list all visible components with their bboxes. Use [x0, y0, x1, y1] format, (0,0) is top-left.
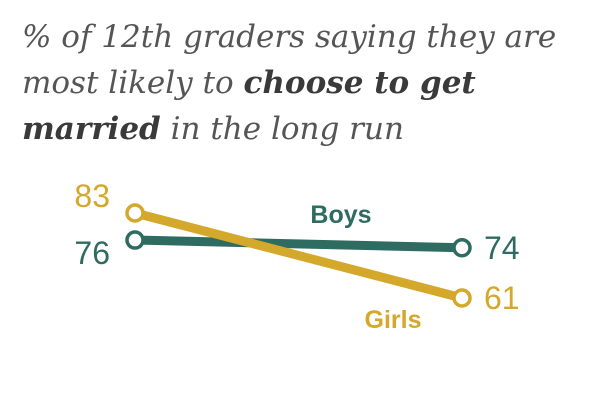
chart-title: % of 12th graders saying they are most l… [22, 14, 582, 152]
boys-value-label-start: 76 [74, 235, 110, 271]
girls-series-label: Girls [365, 306, 422, 334]
girls-value-label-start: 83 [74, 178, 110, 214]
title-text-part1: % of 12th graders saying they are most l… [22, 19, 557, 101]
title-text-part2: in the long run [160, 111, 404, 147]
girls-series-line [130, 208, 467, 303]
boys-point-end [452, 238, 472, 258]
girls-value-label-end: 61 [484, 280, 520, 316]
girls-point-end [452, 288, 472, 308]
boys-series-line [130, 235, 467, 253]
boys-point-start [125, 230, 145, 250]
boys-value-label-end: 74 [484, 230, 520, 266]
boys-series-label: Boys [310, 201, 371, 229]
girls-point-start [125, 203, 145, 223]
title-text-bold: choose to get married [22, 65, 476, 147]
